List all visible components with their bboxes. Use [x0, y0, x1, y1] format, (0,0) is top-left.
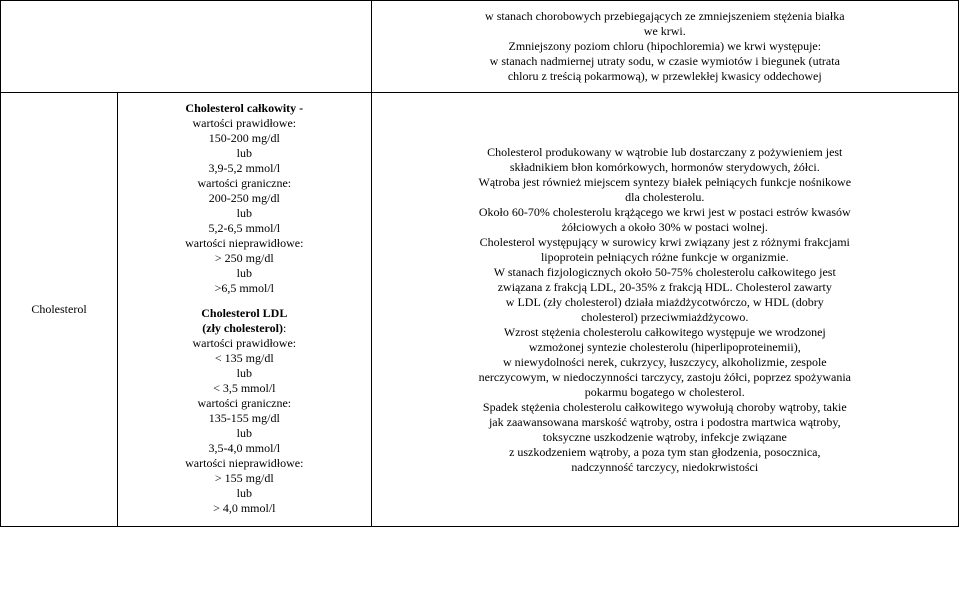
- text-line: Spadek stężenia cholesterolu całkowitego…: [483, 400, 847, 414]
- text-line: lub: [237, 266, 252, 280]
- text-line: < 135 mg/dl: [215, 351, 274, 365]
- text-line: Cholesterol występujący w surowicy krwi …: [480, 235, 850, 249]
- text-line: nerczycowym, w niedoczynności tarczycy, …: [479, 370, 851, 384]
- text-line: jak zaawansowana marskość wątroby, ostra…: [489, 415, 841, 429]
- text-line: Cholesterol produkowany w wątrobie lub d…: [487, 145, 842, 159]
- text-line: wartości graniczne:: [197, 176, 291, 190]
- text-line: > 155 mg/dl: [215, 471, 274, 485]
- text-line: 135-155 mg/dl: [209, 411, 280, 425]
- heading: (zły cholesterol): [202, 321, 283, 335]
- text-line: 150-200 mg/dl: [209, 131, 280, 145]
- text-line: W stanach fizjologicznych około 50-75% c…: [494, 265, 836, 279]
- text-line: wartości nieprawidłowe:: [185, 456, 303, 470]
- text-line: 5,2-6,5 mmol/l: [208, 221, 280, 235]
- description-cell: Cholesterol produkowany w wątrobie lub d…: [371, 93, 958, 527]
- text-line: w stanach nadmiernej utraty sodu, w czas…: [490, 54, 840, 68]
- text-line: toksyczne uszkodzenie wątroby, infekcje …: [543, 430, 787, 444]
- text-line: wartości nieprawidłowe:: [185, 236, 303, 250]
- text-line: wartości graniczne:: [197, 396, 291, 410]
- text-line: 3,5-4,0 mmol/l: [208, 441, 280, 455]
- text-line: we krwi.: [644, 24, 686, 38]
- text-line: 200-250 mg/dl: [209, 191, 280, 205]
- text-line: pokarmu bogatego w cholesterol.: [585, 385, 745, 399]
- top-description-cell: w stanach chorobowych przebiegających ze…: [371, 1, 958, 93]
- text-line: chloru z treścią pokarmową), w przewlekł…: [508, 69, 822, 83]
- text-line: żółciowych a około 30% w postaci wolnej.: [562, 220, 768, 234]
- data-table: w stanach chorobowych przebiegających ze…: [0, 0, 959, 527]
- text-line: w stanach chorobowych przebiegających ze…: [485, 9, 845, 23]
- text-line: wzmożonej syntezie cholesterolu (hiperli…: [529, 340, 801, 354]
- values-cell: Cholesterol całkowity - wartości prawidł…: [118, 93, 372, 527]
- text-line: wartości prawidłowe:: [192, 336, 296, 350]
- text-line: < 3,5 mmol/l: [213, 381, 275, 395]
- text-line: składnikiem błon komórkowych, hormonów s…: [510, 160, 820, 174]
- text-line: związana z frakcją LDL, 20-35% z frakcją…: [498, 280, 832, 294]
- row-label: Cholesterol: [31, 302, 86, 316]
- heading: Cholesterol LDL: [201, 306, 287, 320]
- text-line: Wątroba jest również miejscem syntezy bi…: [479, 175, 852, 189]
- text-line: dla cholesterolu.: [625, 190, 704, 204]
- text-line: lipoprotein pełniących różne funkcje w o…: [541, 250, 789, 264]
- text-line: cholesterol) przeciwmiażdżycowo.: [581, 310, 748, 324]
- text-line: lub: [237, 206, 252, 220]
- text-line: w niewydolności nerek, cukrzycy, łuszczy…: [503, 355, 827, 369]
- table-row: Cholesterol Cholesterol całkowity - wart…: [1, 93, 959, 527]
- text-line: Około 60-70% cholesterolu krążącego we k…: [479, 205, 851, 219]
- text-line: >6,5 mmol/l: [215, 281, 274, 295]
- heading: Cholesterol całkowity -: [185, 101, 303, 115]
- text-line: Zmniejszony poziom chloru (hipochloremia…: [508, 39, 821, 53]
- empty-cell: [1, 1, 372, 93]
- text-line: wartości prawidłowe:: [192, 116, 296, 130]
- text-line: Wzrost stężenia cholesterolu całkowitego…: [504, 325, 826, 339]
- text-line: lub: [237, 146, 252, 160]
- text-line: lub: [237, 426, 252, 440]
- text-line: 3,9-5,2 mmol/l: [208, 161, 280, 175]
- text-line: w LDL (zły cholesterol) działa miażdżyco…: [506, 295, 824, 309]
- text-line: :: [283, 321, 286, 335]
- text-line: lub: [237, 366, 252, 380]
- text-line: nadczynność tarczycy, niedokrwistości: [571, 460, 758, 474]
- text-line: > 4,0 mmol/l: [213, 501, 275, 515]
- text-line: > 250 mg/dl: [215, 251, 274, 265]
- text-line: lub: [237, 486, 252, 500]
- row-label-cell: Cholesterol: [1, 93, 118, 527]
- text-line: z uszkodzeniem wątroby, a poza tym stan …: [509, 445, 820, 459]
- table-row: w stanach chorobowych przebiegających ze…: [1, 1, 959, 93]
